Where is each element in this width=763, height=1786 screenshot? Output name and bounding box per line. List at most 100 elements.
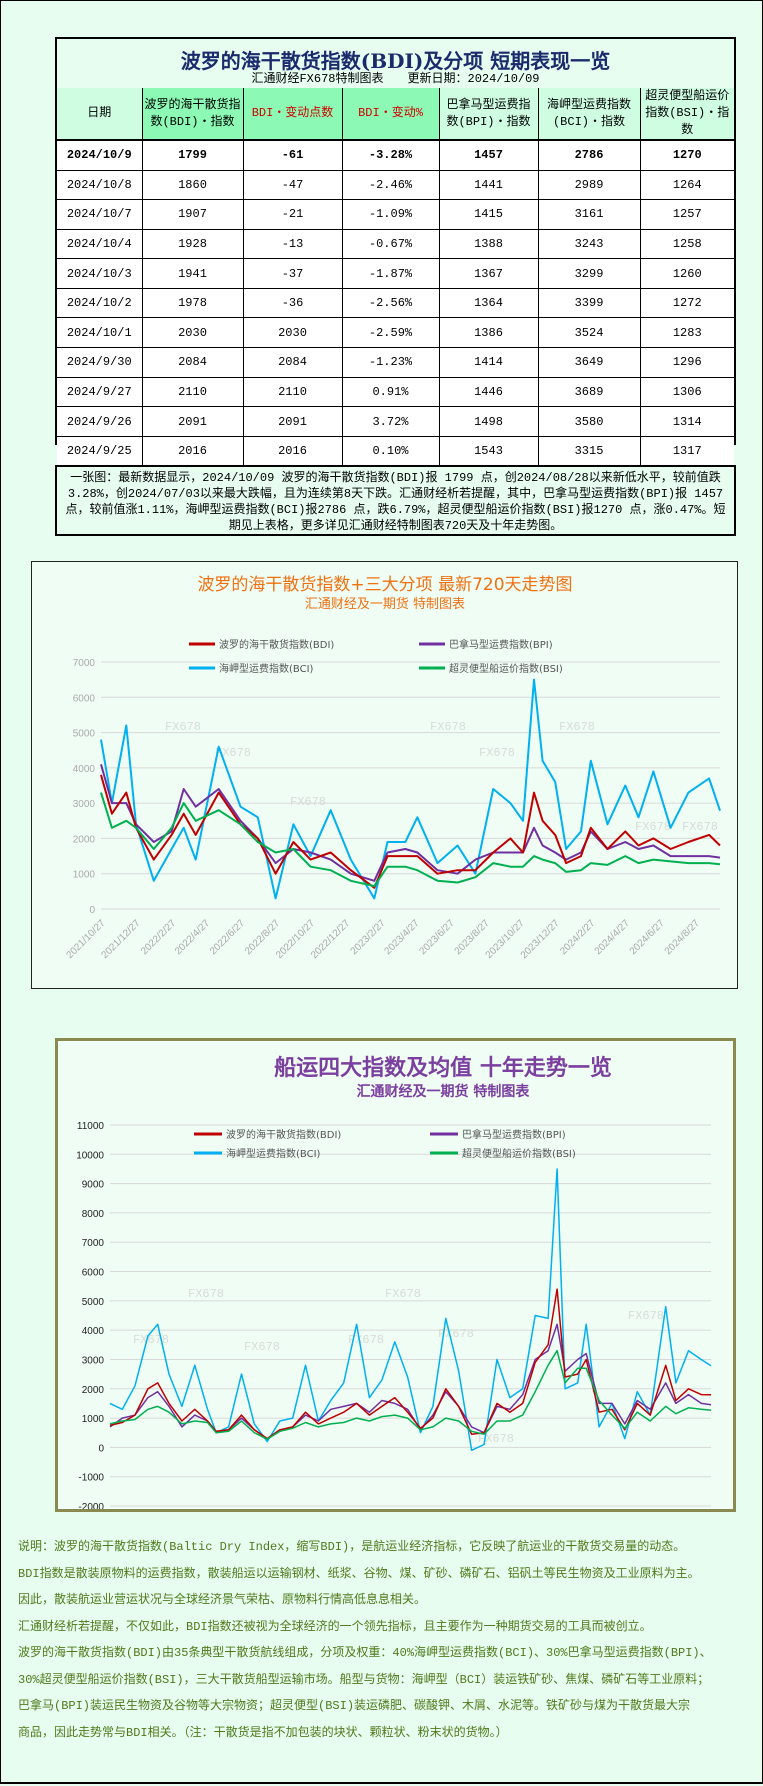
series-line-bci [100, 678, 721, 900]
watermark: FX678 [628, 1309, 664, 1323]
watermark: FX678 [290, 795, 326, 809]
table-subtitle: 汇通财经FX678特制图表 更新日期：2024/10/09 [57, 69, 734, 86]
y-tick-label: -1000 [78, 1473, 104, 1484]
cell-bdi: 1860 [142, 170, 244, 201]
table-row: 2024/9/27 2110 2110 0.91% 1446 3689 1306 [57, 377, 734, 408]
explanation-line: BDI指数是散装原物料的运费指数，散装船运以运输钢材、纸浆、谷物、煤、矿砂、磷矿… [18, 1566, 700, 1581]
y-tick-label: 4000 [73, 764, 96, 775]
table-header-row: 日期 波罗的海干散货指数(BDI)・指数 BDI・变动点数 BDI・变动% 巴拿… [57, 88, 734, 141]
cell-bdi-change: 2084 [243, 347, 343, 378]
cell-bdi: 2091 [142, 406, 244, 437]
watermark: FX678 [478, 1432, 514, 1446]
watermark: FX678 [430, 720, 466, 734]
watermark: FX678 [438, 1327, 474, 1341]
summary-note: 一张图：最新数据显示，2024/10/09 波罗的海干散货指数(BDI)报 17… [55, 465, 736, 536]
y-tick-label: 2000 [73, 834, 96, 845]
cell-bdi-change-pct: -2.59% [342, 317, 440, 349]
legend-label-bpi: 巴拿马型运费指数(BPI) [462, 1128, 566, 1141]
header-bdi-change-pct: BDI・变动% [342, 88, 440, 141]
cell-bdi-change: 2091 [243, 406, 343, 437]
cell-bsi: 1264 [640, 170, 734, 201]
cell-date: 2024/10/9 [57, 140, 143, 171]
cell-bsi: 1306 [640, 377, 734, 408]
cell-date: 2024/10/4 [57, 229, 143, 260]
table-row: 2024/9/26 2091 2091 3.72% 1498 3580 1314 [57, 406, 734, 437]
chart-720-day: 波罗的海干散货指数+三大分项 最新720天走势图 汇通财经及一期货 特制图表 0 10… [31, 561, 738, 989]
cell-bci: 3580 [538, 406, 641, 437]
cell-bdi-change-pct: -1.87% [342, 258, 440, 289]
cell-bci: 3315 [538, 436, 641, 467]
cell-bdi-change: 2110 [243, 377, 343, 408]
update-date: 更新日期：2024/10/09 [407, 72, 540, 86]
cell-bdi-change: -37 [243, 258, 343, 289]
cell-bci: 3649 [538, 347, 641, 378]
cell-bpi: 1386 [439, 317, 539, 349]
y-tick-label: 3000 [73, 799, 96, 810]
cell-bsi: 1260 [640, 258, 734, 289]
watermark: FX678 [188, 1287, 224, 1301]
cell-bpi: 1364 [439, 288, 539, 319]
cell-bpi: 1543 [439, 436, 539, 467]
cell-bdi-change-pct: -2.46% [342, 170, 440, 201]
watermark: FX678 [133, 1333, 169, 1347]
cell-bdi-change-pct: 3.72% [342, 406, 440, 437]
explanation: 说明：波罗的海干散货指数(Baltic Dry Index，缩写BDI)，是航运… [18, 1537, 758, 1749]
cell-date: 2024/10/7 [57, 199, 143, 230]
explanation-line: 巴拿马(BPI)装运民生物资及谷物等大宗物资；超灵便型(BSI)装运磷肥、碳酸钾… [18, 1699, 691, 1713]
y-tick-label: 1000 [73, 870, 96, 881]
cell-bdi-change-pct: -1.09% [342, 199, 440, 230]
cell-bci: 3243 [538, 229, 641, 260]
chart-ten-year: 船运四大指数及均值 十年走势一览 汇通财经及一期货 特制图表 -2000 -1000 0… [55, 1038, 736, 1512]
watermark: FX678 [244, 1340, 280, 1354]
x-tick-label: 2022/4/27 [173, 918, 213, 958]
cell-bdi-change-pct: 0.91% [342, 377, 440, 408]
chart-subtitle: 汇通财经及一期货 特制图表 [305, 596, 465, 612]
y-tick-label: 7000 [82, 1238, 105, 1249]
cell-bci: 2786 [538, 140, 641, 171]
series-line-bpi [100, 764, 721, 882]
cell-bpi: 1441 [439, 170, 539, 201]
table-row: 2024/10/2 1978 -36 -2.56% 1364 3399 1272 [57, 288, 734, 319]
y-tick-label: 10000 [76, 1150, 104, 1161]
legend-label-bci: 海岬型运费指数(BCI) [226, 1147, 321, 1160]
cell-bci: 3161 [538, 199, 641, 230]
cell-bdi-change: 2016 [243, 436, 343, 467]
cell-date: 2024/10/3 [57, 258, 143, 289]
cell-bci: 3689 [538, 377, 641, 408]
x-tick-label: 2023/2/27 [349, 918, 389, 958]
cell-bci: 3299 [538, 258, 641, 289]
header-date: 日期 [57, 88, 143, 141]
cell-bsi: 1258 [640, 229, 734, 260]
legend-label-bsi: 超灵便型船运价指数(BSI) [462, 1147, 576, 1160]
cell-bpi: 1414 [439, 347, 539, 378]
y-tick-label: 9000 [82, 1180, 105, 1191]
cell-bdi-change-pct: 0.10% [342, 436, 440, 467]
cell-bpi: 1446 [439, 377, 539, 408]
y-tick-label: 6000 [73, 693, 96, 704]
x-tick-label: 2022/6/27 [208, 918, 248, 958]
cell-date: 2024/9/25 [57, 436, 143, 467]
y-tick-label: 0 [98, 1443, 104, 1454]
y-tick-label: 1000 [82, 1414, 105, 1425]
cell-bpi: 1367 [439, 258, 539, 289]
cell-date: 2024/9/26 [57, 406, 143, 437]
series-line-bsi [100, 792, 721, 888]
y-tick-label: 8000 [82, 1209, 105, 1220]
y-tick-label: 0 [89, 905, 95, 916]
table-title: 波罗的海干散货指数(BDI)及分项 短期表现一览 [180, 49, 611, 73]
cell-bdi: 2110 [142, 377, 244, 408]
watermark: FX678 [165, 720, 201, 734]
x-tick-label: 2024/6/27 [628, 918, 668, 958]
legend-label-bsi: 超灵便型船运价指数(BSI) [449, 662, 563, 675]
legend-label-bdi: 波罗的海干散货指数(BDI) [226, 1128, 341, 1141]
cell-bdi: 2016 [142, 436, 244, 467]
summary-table-panel: 波罗的海干散货指数(BDI)及分项 短期表现一览 汇通财经FX678特制图表 更新… [55, 37, 736, 467]
cell-bpi: 1457 [439, 140, 539, 171]
header-bdi: 波罗的海干散货指数(BDI)・指数 [142, 88, 244, 141]
cell-bsi: 1272 [640, 288, 734, 319]
x-tick-label: 2022/2/27 [139, 918, 179, 958]
cell-bdi-change: -13 [243, 229, 343, 260]
y-tick-label: 7000 [73, 658, 96, 669]
